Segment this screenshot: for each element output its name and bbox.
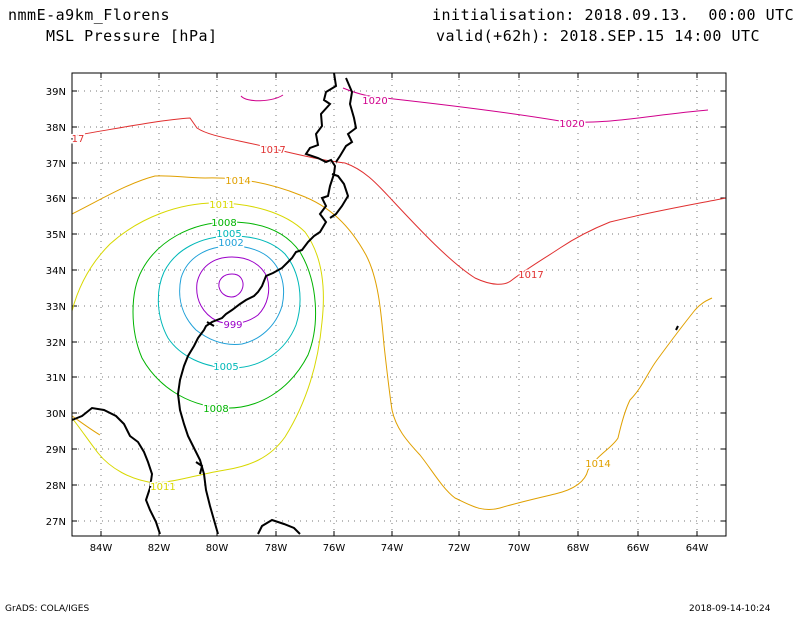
lat-tick-label: 35N <box>46 230 66 241</box>
contour-label: 999 <box>223 320 242 331</box>
contour-label: 17 <box>72 134 85 145</box>
lat-tick-label: 38N <box>46 123 66 134</box>
coastline <box>71 72 679 535</box>
contour-label: 1011 <box>150 482 175 493</box>
axis-ticks <box>72 73 726 536</box>
lon-tick-label: 70W <box>508 543 531 554</box>
lat-tick-label: 31N <box>46 373 66 384</box>
lon-tick-label: 80W <box>206 543 229 554</box>
lat-tick-label: 37N <box>46 159 66 170</box>
contour-label: 1020 <box>559 119 584 130</box>
init-time: initialisation: 2018.09.13. 00:00 UTC <box>432 6 795 24</box>
contour-label: 1008 <box>211 218 236 229</box>
valid-time: valid(+62h): 2018.SEP.15 14:00 UTC <box>436 27 761 45</box>
contour-label: 1005 <box>216 229 241 240</box>
lat-tick-label: 39N <box>46 87 66 98</box>
lat-tick-label: 36N <box>46 194 66 205</box>
lon-tick-label: 82W <box>148 543 171 554</box>
isobar-1008 <box>132 221 316 409</box>
contour-label: 1008 <box>203 404 228 415</box>
isobar-1014-south <box>71 415 101 436</box>
lat-tick-label: 28N <box>46 481 66 492</box>
lon-tick-label: 84W <box>90 543 113 554</box>
isobar-1005 <box>157 235 301 369</box>
render-timestamp: 2018-09-14-10:24 <box>689 604 771 614</box>
contour-label: 1014 <box>225 176 250 187</box>
lon-tick-label: 74W <box>381 543 404 554</box>
isobar-1017-north <box>71 117 727 285</box>
lat-tick-label: 27N <box>46 517 66 528</box>
lon-tick-label: 68W <box>567 543 590 554</box>
lat-tick-label: 33N <box>46 302 66 313</box>
isobar-1011 <box>71 202 324 484</box>
model-title: nmmE-a9km_Florens <box>8 6 171 24</box>
software-credit: GrADS: COLA/IGES <box>5 604 90 614</box>
contour-label: 1020 <box>362 96 387 107</box>
isobar-999 <box>196 256 270 325</box>
contour-label: 1017 <box>260 145 285 156</box>
contour-label: 1011 <box>209 200 234 211</box>
grid-lines <box>72 73 726 536</box>
isobar-1014 <box>71 175 713 511</box>
lat-tick-label: 30N <box>46 409 66 420</box>
contour-label: 1002 <box>218 238 243 249</box>
contour-label: 1005 <box>213 362 238 373</box>
lon-tick-label: 78W <box>265 543 288 554</box>
contour-label: 1014 <box>585 459 610 470</box>
lat-tick-label: 29N <box>46 445 66 456</box>
lat-tick-label: 34N <box>46 266 66 277</box>
lon-tick-label: 64W <box>686 543 709 554</box>
lon-tick-label: 72W <box>448 543 471 554</box>
contour-label: 1017 <box>518 270 543 281</box>
field-title: MSL Pressure [hPa] <box>46 27 218 45</box>
lat-tick-label: 32N <box>46 338 66 349</box>
isobar-1002 <box>179 245 285 345</box>
plot-frame <box>71 72 727 537</box>
isobar-1020 <box>240 87 709 123</box>
lon-tick-label: 66W <box>627 543 650 554</box>
lon-tick-label: 76W <box>323 543 346 554</box>
